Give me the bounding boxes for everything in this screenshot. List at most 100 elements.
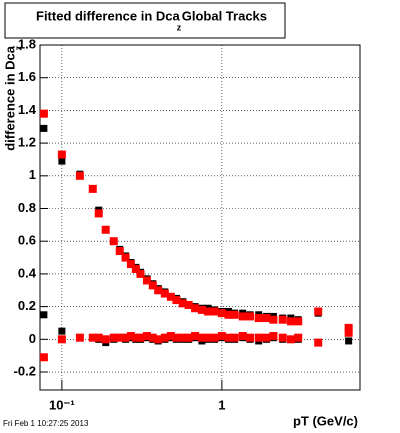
data-point <box>269 332 278 341</box>
data-point <box>39 353 48 362</box>
data-point <box>204 333 213 342</box>
data-point <box>172 333 181 342</box>
y-tick-label: 1.8 <box>18 36 36 51</box>
data-point <box>345 337 353 345</box>
data-point <box>210 307 219 316</box>
data-point <box>246 312 255 321</box>
data-point <box>262 333 271 342</box>
data-point <box>294 317 303 326</box>
data-point <box>160 333 169 342</box>
data-point <box>58 327 66 335</box>
data-point <box>101 225 110 234</box>
y-axis-label: difference in Dca <box>2 45 17 151</box>
data-point <box>178 299 187 308</box>
y-tick-label: 0.6 <box>18 233 36 248</box>
y-tick-label: 0 <box>29 331 36 346</box>
data-point <box>121 253 130 262</box>
data-point <box>278 315 287 324</box>
x-tick-label: 1 <box>218 397 225 412</box>
data-point <box>314 307 323 316</box>
data-point <box>126 332 135 341</box>
data-point <box>278 333 287 342</box>
x-tick-label: 10⁻¹ <box>49 397 75 412</box>
data-point <box>57 335 66 344</box>
data-point <box>204 307 213 316</box>
data-point <box>115 247 124 256</box>
data-point <box>238 312 247 321</box>
data-point <box>184 300 193 309</box>
data-point <box>217 309 226 318</box>
data-point <box>172 296 181 305</box>
data-point <box>142 276 151 285</box>
data-point <box>254 314 263 323</box>
data-point <box>126 260 135 269</box>
data-point <box>88 333 97 342</box>
data-point <box>286 335 295 344</box>
y-tick-label: 0.8 <box>18 200 36 215</box>
footer: Fri Feb 1 10:27:25 2013 <box>3 419 89 428</box>
data-point <box>154 286 163 295</box>
data-point <box>160 289 169 298</box>
data-point <box>166 292 175 301</box>
chart-title-suffix: Global Tracks <box>182 8 267 23</box>
data-point <box>121 333 130 342</box>
data-point <box>57 150 66 159</box>
data-point <box>197 333 206 342</box>
data-point <box>58 157 66 165</box>
data-point <box>178 333 187 342</box>
y-tick-label: 1.2 <box>18 135 36 150</box>
data-point <box>115 333 124 342</box>
y-tick-label: 1.4 <box>18 102 37 117</box>
data-point <box>109 237 118 246</box>
data-point <box>191 304 200 313</box>
y-axis-label-subscript: z <box>13 46 23 51</box>
data-point <box>344 328 353 337</box>
data-point <box>75 171 84 180</box>
data-point <box>314 338 323 347</box>
data-point <box>75 333 84 342</box>
data-point <box>136 333 145 342</box>
data-point <box>131 265 140 274</box>
data-point <box>142 332 151 341</box>
data-point <box>294 333 303 342</box>
data-point <box>101 335 110 344</box>
data-point <box>197 305 206 314</box>
data-point <box>148 281 157 290</box>
data-point <box>154 335 163 344</box>
data-point <box>136 269 145 278</box>
title-box <box>4 2 286 39</box>
data-point <box>210 333 219 342</box>
data-point <box>94 209 103 218</box>
data-point <box>230 310 239 319</box>
data-point <box>88 184 97 193</box>
data-point <box>286 317 295 326</box>
data-point <box>166 332 175 341</box>
chart-title: Fitted difference in Dca <box>36 8 181 23</box>
data-point <box>217 332 226 341</box>
data-point <box>230 333 239 342</box>
y-tick-label: 1 <box>29 167 36 182</box>
data-point <box>40 124 48 132</box>
data-point <box>262 314 271 323</box>
data-point <box>109 333 118 342</box>
data-point <box>269 315 278 324</box>
data-point <box>224 333 233 342</box>
data-point <box>344 323 353 332</box>
data-point <box>224 310 233 319</box>
data-point <box>40 311 48 319</box>
y-tick-label: 0.4 <box>18 265 37 280</box>
y-tick-label: -0.2 <box>14 363 36 378</box>
data-point <box>254 333 263 342</box>
data-point <box>131 333 140 342</box>
y-tick-label: 0.2 <box>18 298 36 313</box>
data-point <box>191 332 200 341</box>
y-tick-label: 1.6 <box>18 69 36 84</box>
data-point <box>148 333 157 342</box>
data-point <box>184 333 193 342</box>
data-point <box>39 109 48 118</box>
chart-title-subscript: z <box>177 22 182 32</box>
x-axis-label: pT (GeV/c) <box>293 413 358 428</box>
data-point <box>238 332 247 341</box>
